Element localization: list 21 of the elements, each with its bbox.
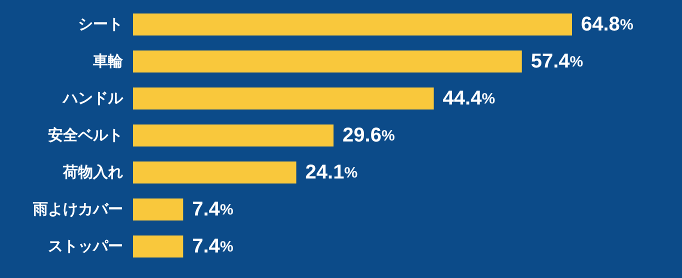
y-tick-label: ハンドル	[62, 90, 124, 107]
data-label: 24.1%	[305, 162, 358, 184]
bar	[133, 14, 572, 36]
y-tick-label: シート	[78, 16, 123, 33]
bar	[133, 162, 296, 184]
bar	[133, 198, 184, 220]
bar	[133, 236, 184, 258]
data-label: 44.4%	[442, 88, 496, 110]
bar	[133, 124, 334, 146]
bar	[133, 50, 522, 72]
bar	[133, 88, 434, 110]
data-label: 57.4%	[530, 50, 584, 72]
y-tick-label: 車輪	[92, 53, 124, 70]
data-label: 7.4%	[192, 236, 234, 258]
y-tick-label: 安全ベルト	[48, 126, 123, 144]
y-tick-label: ストッパー	[48, 238, 123, 255]
data-label: 29.6%	[342, 124, 395, 146]
y-tick-label: 雨よけカバー	[32, 201, 123, 218]
data-label: 7.4%	[192, 198, 234, 220]
data-label: 64.8%	[581, 14, 634, 36]
y-tick-label: 荷物入れ	[62, 164, 123, 181]
